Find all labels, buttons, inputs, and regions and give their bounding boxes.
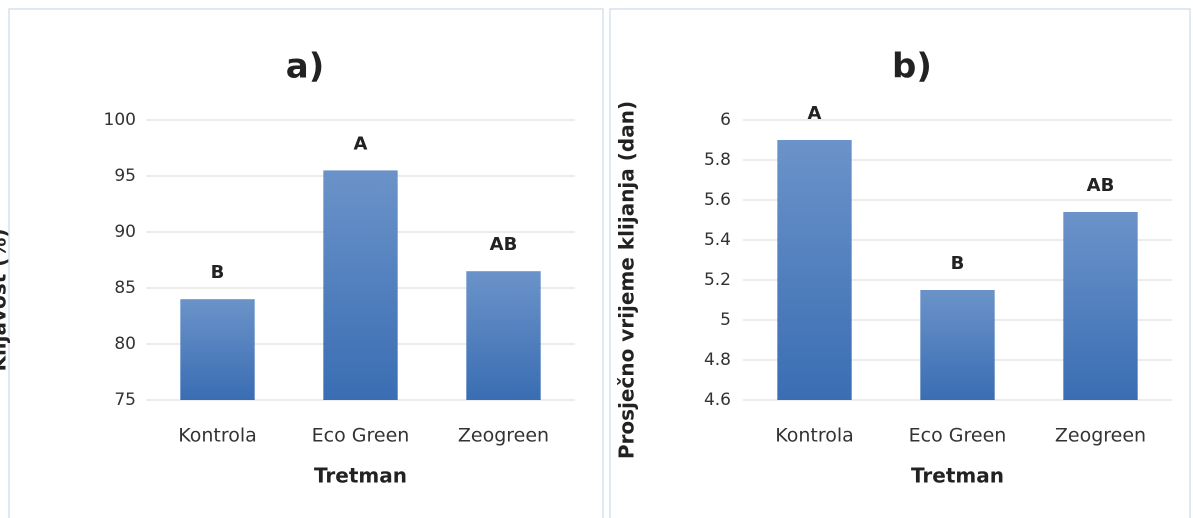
chart-title: b) (892, 47, 932, 87)
y-tick-label: 4.8 (704, 350, 731, 370)
chart-title: a) (286, 47, 324, 87)
bar-label: A (354, 133, 368, 154)
bar-label: A (808, 103, 822, 124)
x-tick-label: Kontrola (775, 425, 854, 447)
y-tick-label: 4.6 (704, 390, 731, 410)
y-tick-label: 90 (114, 222, 136, 242)
bar (466, 271, 541, 400)
bar-label: B (211, 262, 225, 283)
y-axis-title: Klijavost (%) (0, 228, 11, 371)
y-tick-label: 85 (114, 278, 136, 298)
bar-label: AB (1087, 175, 1115, 196)
panel-border (609, 8, 1191, 518)
bar (920, 290, 995, 400)
y-tick-label: 6 (720, 110, 731, 130)
y-tick-label: 95 (114, 166, 136, 186)
y-tick-label: 5.8 (704, 150, 731, 170)
x-tick-label: Eco Green (312, 425, 410, 447)
x-axis-title: Tretman (911, 464, 1004, 488)
bar-label: AB (490, 234, 518, 255)
x-tick-label: Eco Green (909, 425, 1007, 447)
y-tick-label: 5.4 (704, 230, 731, 250)
y-tick-label: 5.6 (704, 190, 731, 210)
x-tick-label: Kontrola (178, 425, 257, 447)
panel-border (8, 8, 604, 518)
y-tick-label: 75 (114, 390, 136, 410)
bar (777, 140, 852, 400)
x-tick-label: Zeogreen (1055, 425, 1146, 447)
y-tick-label: 80 (114, 334, 136, 354)
x-tick-label: Zeogreen (458, 425, 549, 447)
bar (323, 170, 398, 400)
y-tick-label: 5.2 (704, 270, 731, 290)
bar (180, 299, 255, 400)
bar-label: B (951, 253, 965, 274)
bar (1063, 212, 1138, 400)
y-tick-label: 5 (720, 310, 731, 330)
y-tick-label: 100 (104, 110, 136, 130)
y-axis-title: Prosječno vrijeme klijanja (dan) (615, 101, 639, 459)
x-axis-title: Tretman (314, 464, 407, 488)
